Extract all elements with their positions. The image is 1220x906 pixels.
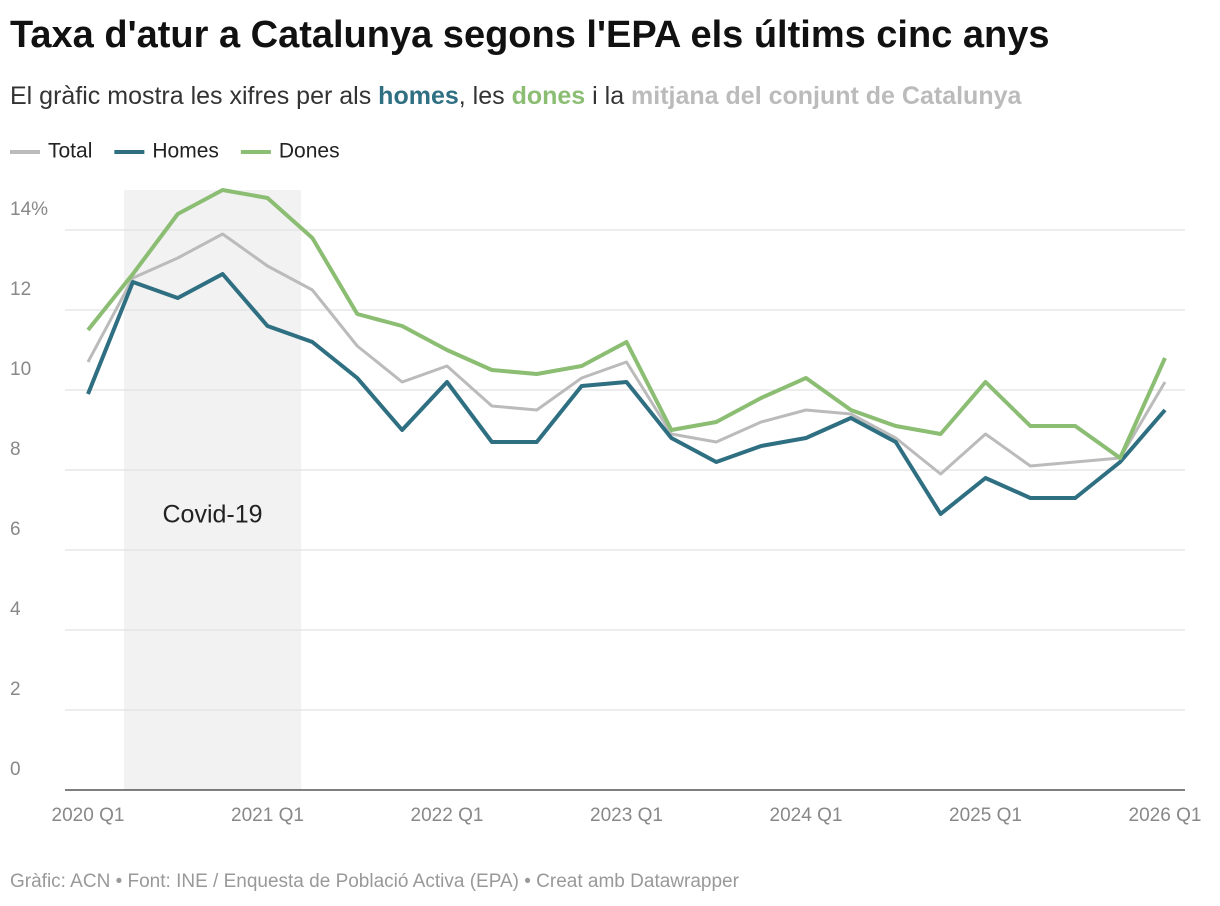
y-tick-label: 10 [10, 359, 31, 380]
y-tick-label: 2 [10, 679, 21, 700]
y-tick-label: 8 [10, 439, 21, 460]
legend-label: Total [48, 140, 92, 163]
y-tick-label: 4 [10, 599, 21, 620]
footer: Gràfic: ACN • Font: INE / Enquesta de Po… [10, 871, 740, 892]
y-tick-label: 12 [10, 279, 31, 300]
legend-label: Homes [152, 140, 219, 163]
legend-label: Dones [279, 140, 340, 163]
x-tick-label: 2021 Q1 [231, 805, 304, 826]
subtitle-part: mitjana del conjunt de Catalunya [631, 82, 1022, 110]
x-tick-label: 2024 Q1 [770, 805, 843, 826]
x-tick-label: 2025 Q1 [949, 805, 1022, 826]
subtitle-part: , les [459, 82, 512, 110]
subtitle-part: El gràfic mostra les xifres per als [10, 82, 378, 110]
series-line [86, 232, 1167, 476]
subtitle-part: homes [378, 82, 459, 110]
y-tick-label: 0 [10, 759, 21, 780]
series-line [86, 272, 1167, 516]
x-tick-label: 2020 Q1 [52, 805, 125, 826]
chart-title: Taxa d'atur a Catalunya segons l'EPA els… [10, 14, 1050, 56]
chart-subtitle: El gràfic mostra les xifres per als home… [10, 82, 1022, 110]
subtitle-part: i la [585, 82, 631, 110]
annotation: Covid-19 [162, 501, 262, 529]
x-tick-label: 2023 Q1 [590, 805, 663, 826]
series-line [86, 188, 1167, 460]
y-tick-label: 14% [10, 199, 48, 220]
x-tick-label: 2022 Q1 [411, 805, 484, 826]
y-tick-label: 6 [10, 519, 21, 540]
x-tick-label: 2026 Q1 [1129, 805, 1202, 826]
subtitle-part: dones [512, 82, 586, 110]
